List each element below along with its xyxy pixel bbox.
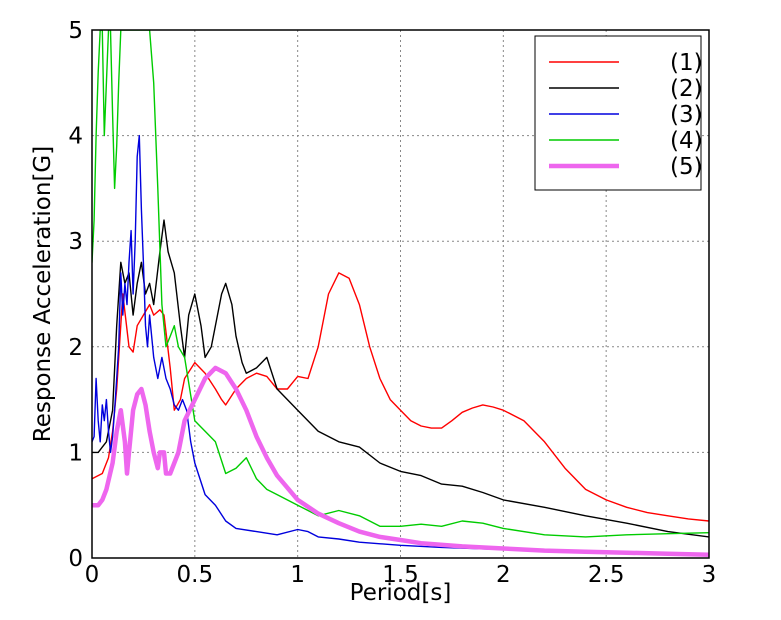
series-line-5 bbox=[92, 365, 709, 558]
series-line-4 bbox=[92, 30, 709, 538]
legend-label: (4) bbox=[670, 128, 703, 154]
tick-labels: 0 0.5 1 1.5 2 2.5 3 0 1 2 3 4 5 bbox=[68, 18, 716, 588]
legend-label: (1) bbox=[670, 50, 703, 76]
series-lines bbox=[92, 30, 709, 558]
series-line-2 bbox=[92, 219, 709, 538]
plot-frame bbox=[91, 29, 710, 559]
y-tick-label: 0 bbox=[68, 546, 83, 572]
legend-label: (5) bbox=[670, 154, 703, 180]
series-line-3 bbox=[92, 134, 709, 555]
legend-label: (3) bbox=[670, 102, 703, 128]
x-tick-label: 3 bbox=[702, 562, 717, 588]
series-line-1 bbox=[92, 272, 709, 522]
y-tick-label: 5 bbox=[68, 18, 83, 44]
y-tick-label: 3 bbox=[68, 229, 83, 255]
x-tick-label: 1 bbox=[290, 562, 305, 588]
y-axis-label: Response Acceleration[G] bbox=[30, 146, 56, 442]
legend-label: (2) bbox=[670, 76, 703, 102]
grid bbox=[92, 30, 709, 558]
legend: (1)(2)(3)(4)(5) bbox=[534, 35, 703, 191]
y-tick-label: 4 bbox=[68, 124, 83, 150]
x-tick-label: 0 bbox=[85, 562, 100, 588]
y-tick-label: 1 bbox=[68, 440, 83, 466]
x-axis-label: Period[s] bbox=[350, 580, 452, 606]
x-tick-label: 0.5 bbox=[177, 562, 214, 588]
x-tick-label: 2 bbox=[496, 562, 511, 588]
x-tick-label: 1.5 bbox=[382, 562, 419, 588]
x-tick-label: 2.5 bbox=[588, 562, 625, 588]
y-tick-label: 2 bbox=[68, 335, 83, 361]
